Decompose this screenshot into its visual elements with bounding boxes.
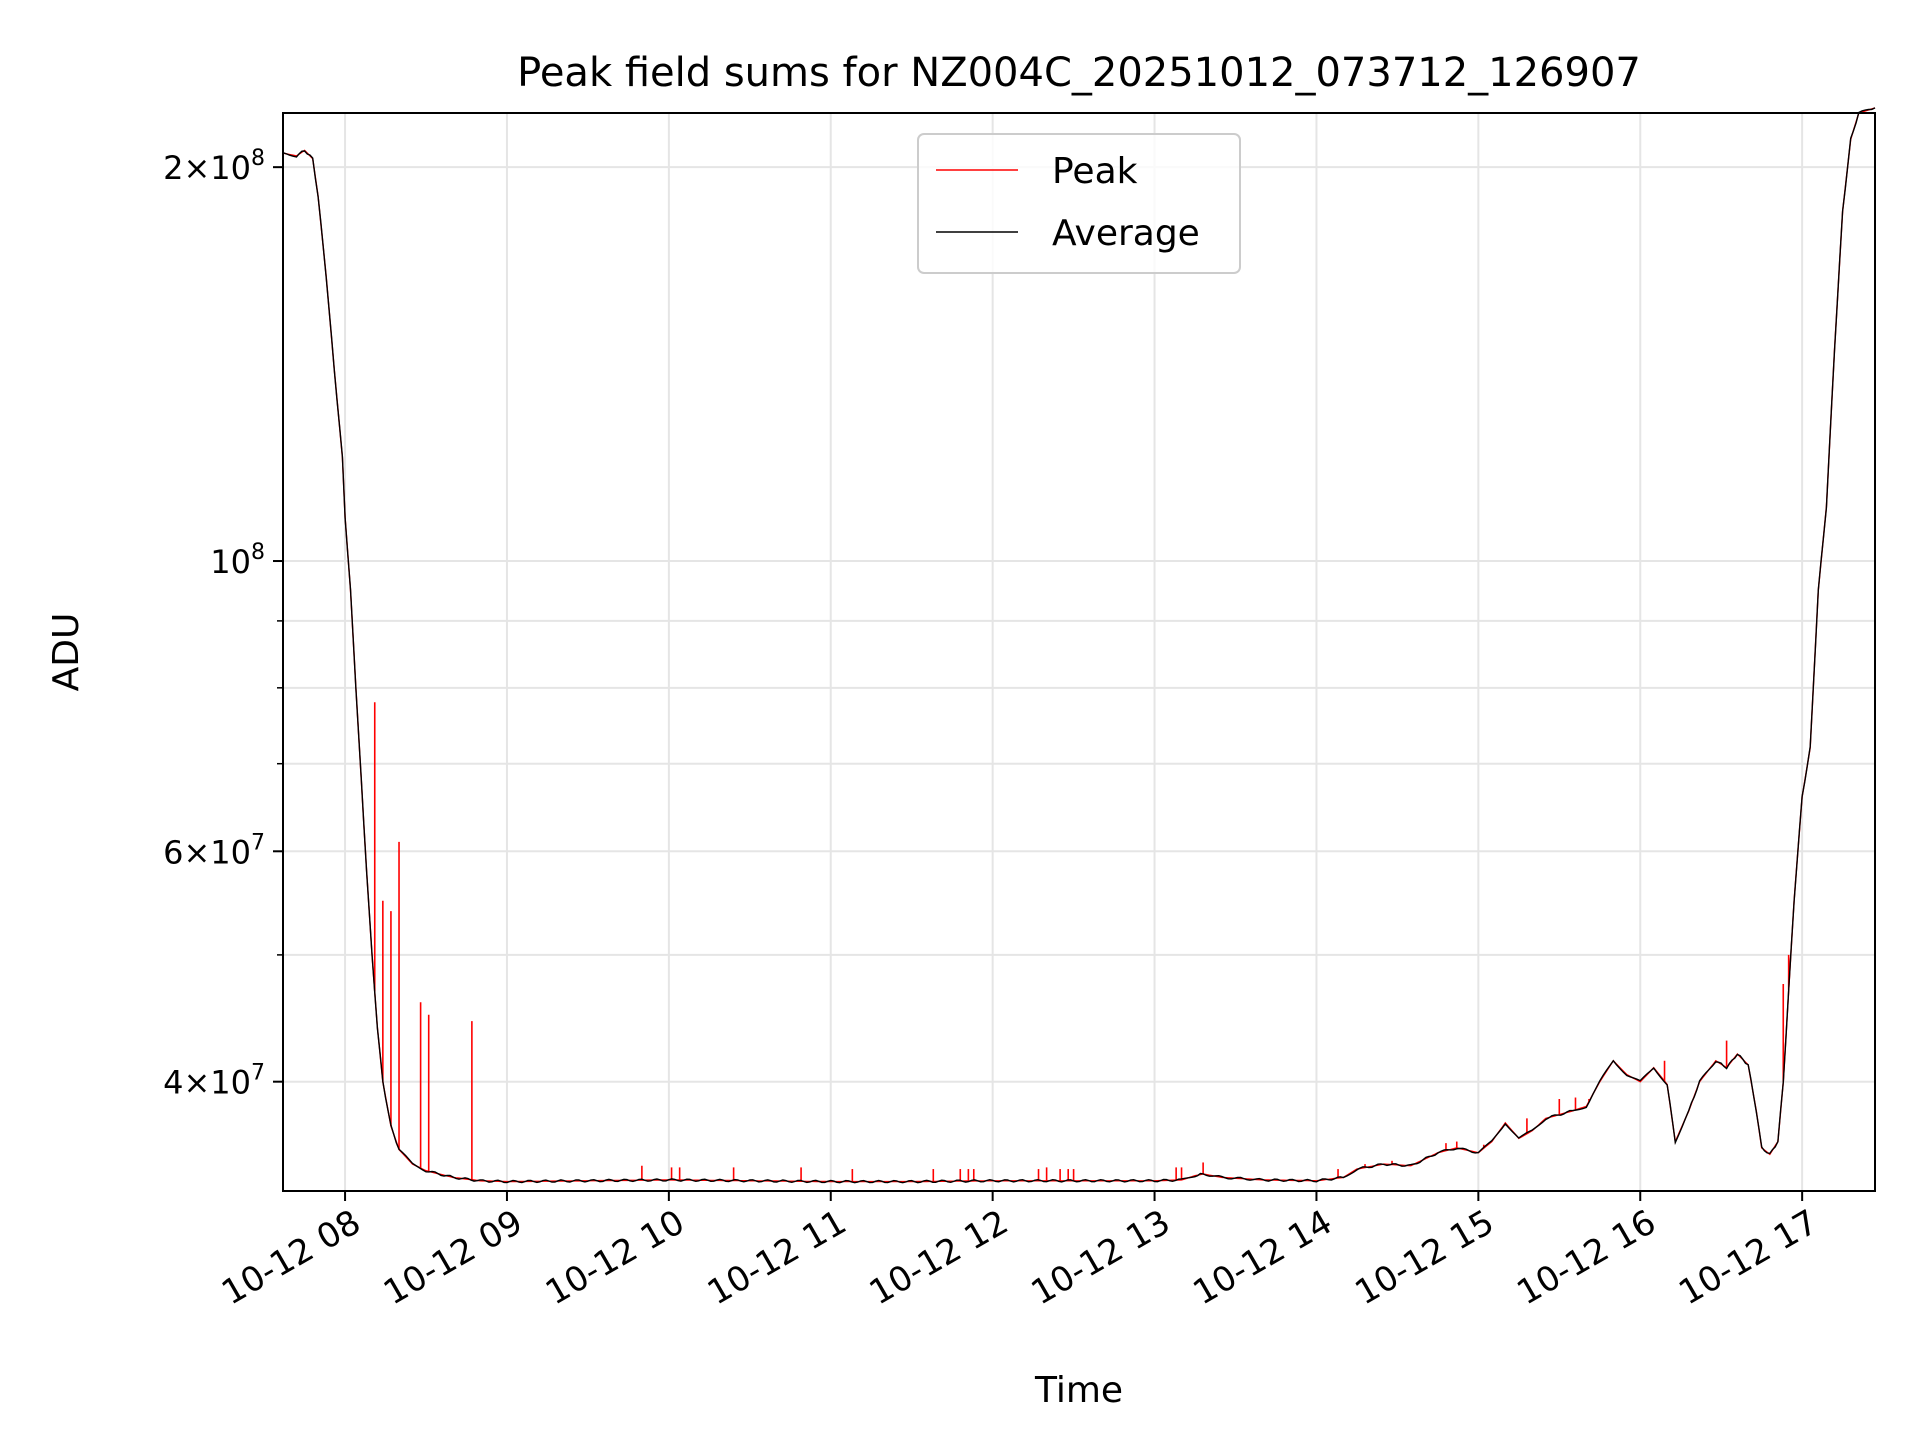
plot-frame (282, 112, 1876, 1192)
y-tick-exponent: 7 (251, 830, 265, 855)
legend: Peak Average (917, 133, 1241, 274)
legend-box (917, 133, 1241, 274)
y-tick-exponent: 8 (251, 540, 265, 565)
average-series-line (282, 107, 1876, 1184)
y-tick-label: 6×107 (163, 830, 265, 871)
legend-peak-label: Peak (1052, 151, 1138, 192)
y-axis-label: ADU (46, 613, 87, 692)
y-tick-exponent: 7 (251, 1061, 265, 1086)
series-layer (282, 107, 1876, 1184)
y-tick-label: 4×107 (163, 1061, 265, 1102)
y-tick-label: 2×108 (163, 146, 265, 187)
legend-average-label: Average (1052, 213, 1200, 254)
y-tick-exponent: 8 (251, 146, 265, 171)
chart-title: Peak field sums for NZ004C_20251012_0737… (517, 50, 1641, 96)
x-axis-label: Time (1034, 1370, 1123, 1411)
